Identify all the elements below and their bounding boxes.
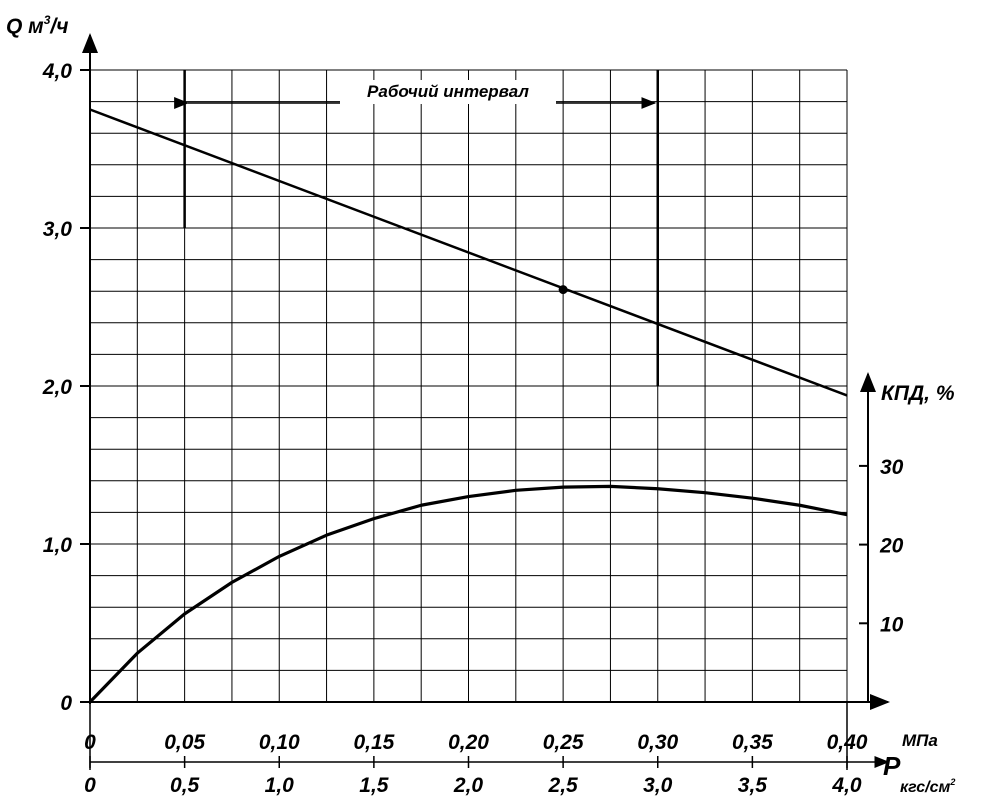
working-interval-label: Рабочий интервал	[367, 82, 529, 101]
curves	[88, 70, 848, 704]
mpa-tick-label: 0,40	[827, 731, 868, 754]
kgf-unit-label: кгс/см2	[900, 777, 955, 796]
mpa-tick-label: 0,15	[353, 731, 394, 754]
efficiency-tick-label: 20	[879, 535, 904, 558]
kgf-tick-label: 0,5	[170, 774, 200, 797]
mpa-unit-label: МПа	[902, 731, 938, 750]
kgf-tick-label: 3,0	[643, 774, 673, 797]
q-tick-label: 4,0	[42, 60, 73, 83]
kgf-tick-label: 3,5	[738, 774, 768, 797]
efficiency-tick-label: 10	[880, 613, 904, 636]
working-interval-label-bg	[340, 80, 556, 104]
mpa-tick-label: 0,10	[259, 731, 300, 754]
mpa-tick-label: 0,35	[732, 731, 773, 754]
efficiency-curve	[88, 484, 848, 704]
kgf-tick-label: 0	[84, 774, 96, 797]
q-tick-label: 1,0	[43, 534, 73, 557]
mpa-tick-label: 0,30	[637, 731, 678, 754]
kgf-tick-label: 2,0	[453, 774, 484, 797]
axes: 0 1,0 2,0 3,0 4,0 10 20 30 0 0,05 0,10 0,15 0,20 0,25…	[42, 33, 904, 797]
q-tick-label: 2,0	[42, 376, 73, 399]
q-axis-title: Q м3/ч	[6, 13, 68, 38]
kgf-tick-label: 2,5	[548, 774, 579, 797]
plot-grid	[89, 69, 848, 703]
kgf-tick-label: 4,0	[831, 774, 862, 797]
q-tick-label: 0	[60, 692, 72, 715]
kgf-tick-label: 1,5	[359, 774, 389, 797]
efficiency-axis-title: КПД, %	[881, 382, 955, 405]
pressure-symbol: P	[883, 751, 901, 781]
rated-point-marker	[558, 285, 568, 295]
q-curve	[89, 108, 848, 397]
mpa-tick-label: 0	[84, 731, 96, 754]
efficiency-tick-label: 30	[880, 456, 904, 479]
q-tick-label: 3,0	[43, 218, 73, 241]
mpa-tick-label: 0,20	[448, 731, 489, 754]
kgf-tick-label: 1,0	[265, 774, 295, 797]
mpa-tick-label: 0,05	[164, 731, 205, 754]
mpa-tick-label: 0,25	[543, 731, 584, 754]
